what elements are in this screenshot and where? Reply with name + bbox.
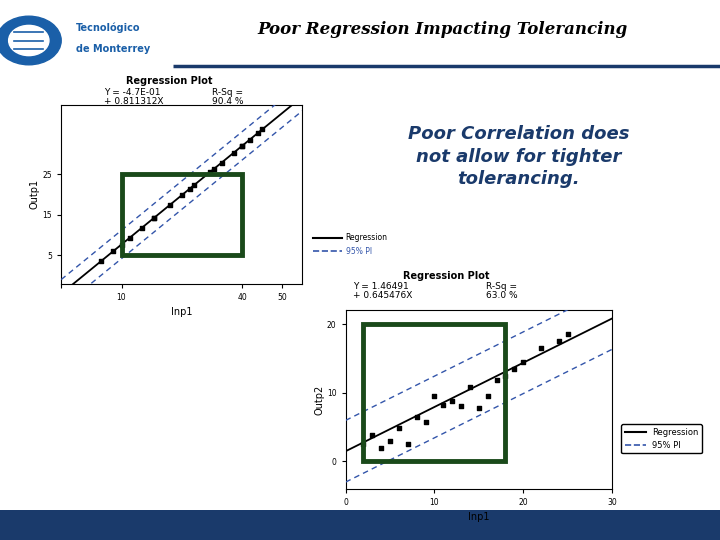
Text: R-Sq =: R-Sq =: [486, 281, 517, 291]
Point: [116, 241, 127, 249]
Point: [500, 372, 511, 380]
Point: [204, 168, 216, 177]
Point: [473, 403, 485, 412]
Point: [402, 440, 413, 448]
Point: [535, 344, 546, 353]
Point: [184, 185, 196, 193]
Point: [124, 233, 135, 242]
Point: [148, 213, 159, 222]
Text: 63.0 %: 63.0 %: [486, 291, 518, 300]
Point: [393, 424, 405, 433]
Y-axis label: Outp1: Outp1: [30, 179, 40, 210]
Point: [384, 436, 396, 445]
Point: [518, 357, 529, 366]
Point: [553, 337, 564, 346]
Text: Y = -4.7E-01: Y = -4.7E-01: [104, 88, 161, 97]
Text: de Monterrey: de Monterrey: [76, 44, 150, 53]
Point: [208, 165, 220, 173]
Bar: [122, 174, 242, 255]
Point: [428, 392, 440, 401]
Point: [216, 158, 228, 167]
X-axis label: Inp1: Inp1: [171, 307, 192, 317]
Point: [176, 191, 187, 199]
Point: [244, 136, 256, 144]
Point: [96, 257, 107, 266]
X-axis label: Inp1: Inp1: [468, 512, 490, 522]
Point: [446, 397, 458, 406]
Point: [491, 376, 503, 384]
Point: [358, 440, 369, 448]
Point: [188, 181, 199, 190]
Point: [136, 224, 148, 233]
Bar: [364, 324, 505, 461]
Point: [366, 431, 378, 440]
Text: Tecnológico: Tecnológico: [76, 23, 140, 33]
Point: [562, 330, 573, 339]
Point: [482, 392, 493, 401]
Point: [148, 214, 159, 222]
Text: R-Sq =: R-Sq =: [212, 88, 243, 97]
Point: [256, 125, 268, 133]
Text: Poor Regression Impacting Tolerancing: Poor Regression Impacting Tolerancing: [258, 21, 628, 38]
Text: Regression Plot: Regression Plot: [403, 271, 490, 281]
Circle shape: [9, 25, 49, 56]
Point: [508, 364, 520, 373]
Text: Green Belt Six Sigma: Green Belt Six Sigma: [14, 521, 110, 529]
Text: Regression Plot: Regression Plot: [126, 76, 212, 86]
Point: [164, 200, 176, 209]
Point: [108, 247, 120, 255]
Text: 13: 13: [354, 520, 366, 530]
Point: [438, 401, 449, 409]
Point: [236, 142, 248, 151]
Y-axis label: Outp2: Outp2: [314, 384, 324, 415]
Text: Regression: Regression: [346, 233, 387, 242]
Text: + 0.645476X: + 0.645476X: [353, 291, 412, 300]
Point: [253, 129, 264, 137]
Text: Fuente: OSSS: Fuente: OSSS: [645, 521, 706, 529]
Text: 90.4 %: 90.4 %: [212, 97, 244, 106]
Text: + 0.811312X: + 0.811312X: [104, 97, 164, 106]
Point: [375, 443, 387, 452]
Legend: Regression, 95% PI: Regression, 95% PI: [621, 424, 702, 453]
Text: Poor Correlation does
not allow for tighter
tolerancing.: Poor Correlation does not allow for tigh…: [408, 125, 629, 188]
Point: [464, 383, 476, 391]
Point: [236, 141, 248, 150]
Point: [420, 417, 431, 426]
Bar: [0, 510, 720, 540]
Point: [455, 402, 467, 411]
Text: 95% PI: 95% PI: [346, 247, 372, 255]
Text: Y = 1.46491: Y = 1.46491: [353, 281, 408, 291]
Circle shape: [0, 16, 61, 65]
Point: [411, 413, 423, 421]
Point: [228, 148, 240, 158]
